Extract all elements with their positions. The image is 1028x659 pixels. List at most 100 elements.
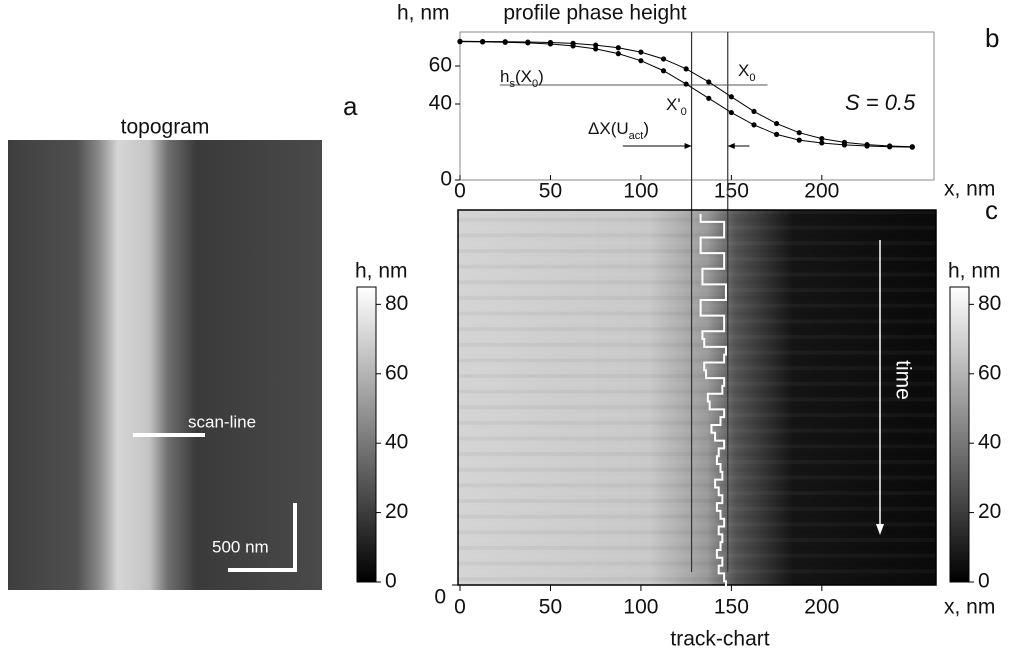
profile-line bbox=[459, 41, 913, 148]
scale-bar bbox=[228, 503, 297, 572]
colorbar-tick-label: 40 bbox=[978, 431, 1001, 454]
stripe bbox=[458, 475, 936, 480]
stripe bbox=[458, 381, 936, 386]
annotation-part: ) bbox=[643, 119, 649, 138]
x-axis-label: x, nm bbox=[944, 178, 995, 201]
x-tick-label: 0 bbox=[454, 596, 466, 619]
stripe bbox=[458, 225, 936, 230]
colorbar-tick-label: 0 bbox=[978, 570, 990, 593]
stripe bbox=[458, 561, 936, 566]
stripe bbox=[458, 420, 936, 425]
stripe bbox=[458, 241, 936, 246]
stripe bbox=[458, 413, 936, 418]
x-tick-label: 100 bbox=[623, 596, 658, 619]
annotation-part: ΔX(U bbox=[588, 119, 629, 138]
colorbar bbox=[949, 286, 970, 583]
colorbar-tick-label: 60 bbox=[978, 361, 1001, 384]
x-axis-label: x, nm bbox=[944, 596, 995, 619]
x-tick-label: 50 bbox=[539, 180, 562, 203]
colorbar-label: h, nm bbox=[948, 260, 1001, 283]
stripe bbox=[458, 460, 936, 464]
stripe bbox=[458, 397, 936, 402]
stripe bbox=[458, 280, 936, 285]
stripe bbox=[458, 358, 936, 363]
stripe bbox=[458, 444, 936, 449]
colorbar bbox=[356, 286, 377, 583]
annotation-part: (X bbox=[515, 67, 532, 86]
stripe bbox=[458, 405, 936, 410]
annotation: S = 0.5 bbox=[845, 90, 916, 115]
stripe bbox=[458, 553, 936, 558]
stripe bbox=[458, 569, 936, 574]
stripe bbox=[458, 436, 936, 441]
stripe bbox=[458, 335, 936, 339]
stripe bbox=[458, 506, 936, 511]
topogram-title: topogram bbox=[121, 116, 210, 139]
annotation: ΔX(Uact) bbox=[588, 119, 649, 141]
stripe bbox=[458, 538, 936, 543]
stripe bbox=[458, 256, 936, 261]
data-point bbox=[909, 144, 915, 150]
stripe bbox=[458, 366, 936, 371]
colorbar-label: h, nm bbox=[355, 260, 408, 283]
x-tick-label: 150 bbox=[714, 180, 749, 203]
topogram-image bbox=[8, 140, 322, 590]
stripe bbox=[458, 327, 936, 332]
annotation-part: X' bbox=[666, 95, 681, 114]
scale-label: 500 nm bbox=[212, 537, 269, 556]
panel-label: b bbox=[985, 23, 999, 53]
panel-label: a bbox=[343, 91, 358, 121]
annotation-part: X bbox=[738, 61, 749, 80]
y-tick-label: 0 bbox=[434, 586, 446, 609]
stripe bbox=[458, 249, 936, 253]
colorbar-tick-label: 20 bbox=[385, 500, 408, 523]
profile-line bbox=[459, 40, 913, 148]
stripe bbox=[458, 311, 936, 316]
annotation: hs(X0) bbox=[500, 67, 544, 89]
stripe bbox=[458, 428, 936, 433]
colorbar-tick-label: 80 bbox=[385, 292, 408, 315]
annotation-part: S = 0.5 bbox=[845, 90, 916, 115]
panel-label: c bbox=[985, 195, 998, 225]
y-axis-label: h, nm bbox=[397, 2, 450, 25]
x-tick-label: 100 bbox=[623, 180, 658, 203]
stripe bbox=[458, 272, 936, 277]
stripe bbox=[458, 522, 936, 527]
track-image bbox=[458, 210, 936, 585]
y-tick-label: 40 bbox=[429, 92, 452, 115]
stripe bbox=[458, 264, 936, 269]
colorbar-tick-label: 20 bbox=[978, 500, 1001, 523]
stripe bbox=[458, 210, 936, 214]
stripe bbox=[458, 514, 936, 519]
y-tick-label: 60 bbox=[429, 54, 452, 77]
scan-label: scan-line bbox=[188, 412, 256, 431]
stripe bbox=[458, 374, 936, 378]
x-tick-label: 50 bbox=[539, 596, 562, 619]
stripe bbox=[458, 577, 936, 582]
arrowhead bbox=[876, 524, 884, 535]
stripe bbox=[458, 217, 936, 222]
annotation-part: 0 bbox=[532, 78, 538, 90]
plot-frame bbox=[457, 209, 937, 586]
x-tick-label: 150 bbox=[714, 596, 749, 619]
x-tick-label: 200 bbox=[804, 596, 839, 619]
stripe bbox=[458, 288, 936, 293]
stripe bbox=[458, 545, 936, 550]
stripe bbox=[458, 530, 936, 535]
stripe bbox=[458, 319, 936, 324]
stripe bbox=[458, 350, 936, 355]
annotation-part: 0 bbox=[749, 72, 755, 84]
annotation: X'0 bbox=[666, 95, 687, 117]
stripe bbox=[458, 389, 936, 394]
colorbar-tick-label: 60 bbox=[385, 361, 408, 384]
annotation-part: act bbox=[629, 130, 644, 142]
y-tick-label: 0 bbox=[440, 168, 452, 191]
time-label: time bbox=[891, 360, 914, 400]
stripe bbox=[458, 342, 936, 347]
colorbar-tick-label: 80 bbox=[978, 292, 1001, 315]
annotation: X0 bbox=[738, 61, 756, 83]
stripe bbox=[458, 499, 936, 503]
chart-title: profile phase height bbox=[503, 2, 686, 25]
x-tick-label: 200 bbox=[804, 180, 839, 203]
